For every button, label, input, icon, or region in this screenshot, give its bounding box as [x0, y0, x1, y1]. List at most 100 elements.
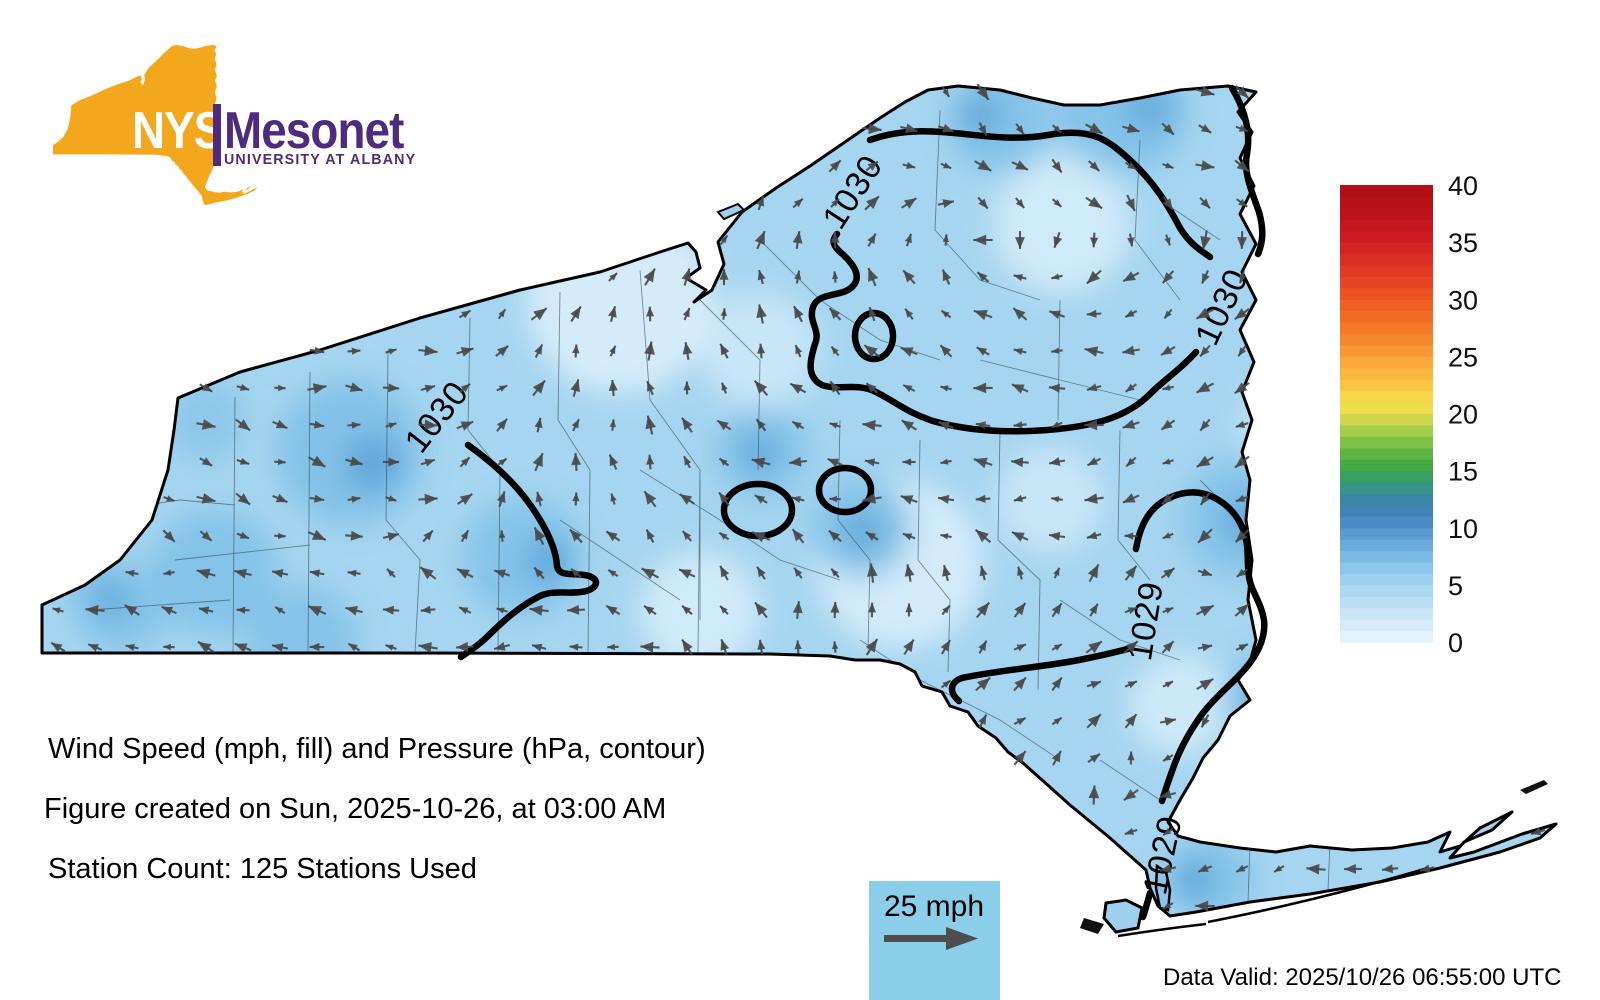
wind-arrow-head	[645, 415, 656, 430]
wind-arrow-head	[1162, 198, 1173, 210]
wind-arrow-head	[125, 569, 135, 577]
county-line	[557, 291, 591, 654]
wind-arrow-head	[1236, 864, 1246, 872]
wind-arrow-head	[494, 569, 506, 579]
wind-arrow-head	[1088, 641, 1102, 654]
wind-arrow-head	[345, 605, 358, 616]
wind-arrow-head	[792, 529, 804, 542]
wind-arrow-head	[868, 307, 877, 318]
wind-arrow-head	[792, 601, 803, 614]
wind-arrow-head	[1051, 273, 1060, 280]
wind-arrow-head	[756, 419, 766, 430]
wind-arrow-head	[938, 421, 951, 431]
wind-arrow-head	[756, 304, 767, 319]
wind-arrow-head	[794, 306, 804, 319]
wind-arrow-head	[236, 606, 246, 614]
colorbar-band	[1340, 333, 1433, 346]
wind-arrow-head	[975, 494, 986, 503]
wind-arrow-head	[1235, 494, 1246, 502]
wind-arrow-head	[903, 270, 915, 283]
wind-arrow-head	[166, 495, 175, 502]
colorbar-band	[1340, 310, 1433, 323]
county-line	[1247, 844, 1251, 903]
wind-arrow-head	[529, 605, 543, 616]
wind-arrow-head	[1162, 641, 1174, 652]
colorbar-band	[1340, 207, 1433, 220]
fishers-island	[1520, 780, 1548, 794]
wind-arrow-head	[1162, 458, 1171, 465]
colorbar-band	[1340, 322, 1433, 335]
wind-arrow-head	[1084, 346, 1099, 357]
colorbar-band	[1340, 550, 1433, 563]
wind-arrow-head	[308, 606, 323, 617]
wind-arrow-head	[1165, 607, 1174, 614]
county-line	[997, 429, 1041, 691]
wind-arrow-head	[532, 380, 545, 394]
wind-arrow-head	[349, 456, 363, 466]
wind-arrow-head	[1344, 864, 1356, 874]
wind-arrow-head	[1090, 681, 1101, 689]
wind-arrow-head	[534, 417, 543, 429]
colorbar-band	[1340, 242, 1433, 255]
wind-arrow-head	[311, 455, 326, 467]
wind-arrow-head	[201, 531, 212, 541]
wind-arrow-head	[902, 458, 912, 466]
wind-arrow-head	[1127, 607, 1138, 615]
wind-arrow-head	[1234, 382, 1248, 394]
colorbar-tick-label: 5	[1448, 571, 1463, 601]
wind-arrow-head	[1165, 162, 1174, 169]
wind-arrow-head	[609, 273, 618, 281]
wind-arrow-head	[720, 343, 730, 356]
wind-arrow-head	[720, 235, 728, 244]
wind-arrow-head	[903, 385, 913, 393]
wind-arrow-head	[420, 605, 431, 614]
wind-arrow-head	[681, 268, 691, 282]
wind-arrow-head	[457, 568, 470, 579]
wind-arrow-head	[1200, 124, 1212, 133]
wind-arrow-head	[1089, 603, 1098, 615]
wind-arrow-head	[494, 642, 506, 651]
barrier-beach	[1207, 866, 1429, 924]
wind-arrow-head	[976, 86, 989, 100]
wind-arrow-head	[496, 607, 505, 614]
station-count-caption: Station Count: 125 Stations Used	[48, 853, 477, 885]
wind-arrow-head	[1237, 237, 1247, 249]
wind-arrow-head	[1016, 717, 1026, 726]
county-line	[639, 269, 701, 654]
wind-arrow-head	[790, 383, 803, 394]
wind-arrow-head	[1125, 565, 1137, 579]
county-line	[917, 439, 951, 673]
wind-arrow-head	[830, 381, 841, 393]
wind-arrow-head	[460, 421, 474, 431]
county-line	[1099, 759, 1161, 801]
wind-arrow-head	[1126, 123, 1140, 133]
data-valid-caption: Data Valid: 2025/10/26 06:55:00 UTC	[1163, 964, 1562, 991]
manhattan-island	[1154, 863, 1172, 912]
wind-arrow-head	[829, 422, 838, 429]
wind-arrow-head	[88, 644, 99, 652]
wind-arrow-head	[1089, 161, 1100, 171]
wind-arrow-head	[460, 457, 470, 467]
wind-arrow-head	[1014, 677, 1026, 690]
wind-arrow-head	[640, 641, 654, 653]
wind-arrow-head	[496, 418, 508, 430]
wind-arrow-head	[832, 641, 839, 650]
wind-arrow-head	[388, 348, 397, 355]
wind-arrow-head	[904, 233, 912, 244]
wind-arrow-head	[1198, 529, 1211, 543]
wind-arrow-head	[388, 383, 400, 393]
wind-arrow-head	[757, 566, 766, 578]
wind-arrow-head	[1238, 644, 1248, 652]
wind-arrow-head	[831, 198, 839, 207]
wind-arrow-head	[1086, 309, 1097, 318]
wind-arrow-head	[1015, 160, 1028, 170]
wind-arrow-head	[1164, 310, 1172, 319]
wind-arrow-head	[976, 602, 990, 616]
wind-arrow-head	[684, 456, 692, 466]
wind-arrow-head	[571, 568, 580, 578]
wind-arrow-head	[1049, 531, 1061, 541]
wind-arrow-head	[1164, 681, 1173, 688]
wind-arrow-head	[1053, 125, 1062, 133]
wind-arrow-head	[1089, 753, 1100, 763]
wind-arrow-head	[679, 569, 692, 579]
